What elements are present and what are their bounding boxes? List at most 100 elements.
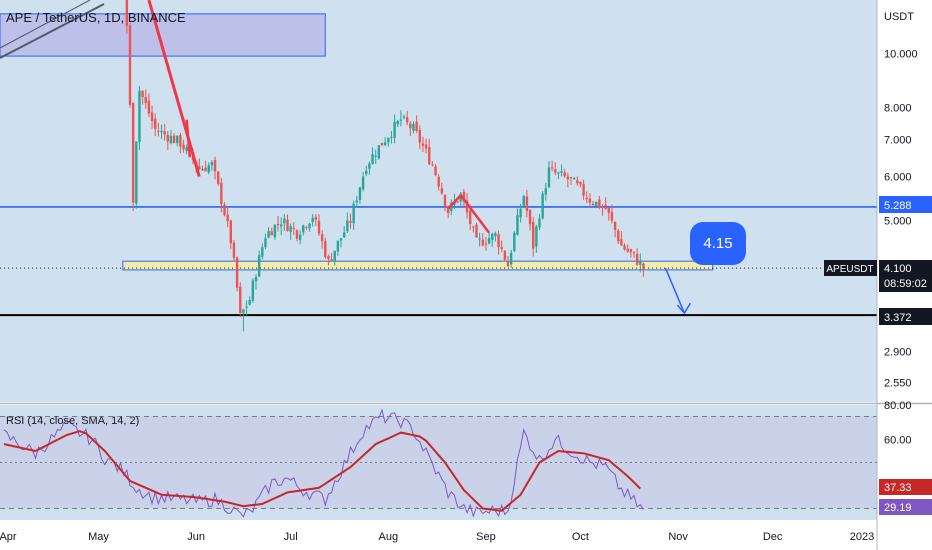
candle-body <box>443 194 447 207</box>
candle-body <box>626 248 629 252</box>
candle-body <box>519 208 522 218</box>
candle <box>201 165 204 171</box>
candle-body <box>226 214 229 222</box>
candle-body <box>399 119 403 121</box>
trend-leg[interactable] <box>459 194 491 234</box>
candle-body <box>147 100 151 114</box>
top-trend-line[interactable] <box>0 3 105 59</box>
candle <box>585 191 588 204</box>
candle-body <box>292 227 295 230</box>
downtrend-line[interactable] <box>147 0 201 177</box>
candle <box>494 231 497 242</box>
candle-body <box>503 250 507 260</box>
candle-body <box>125 0 129 26</box>
candle <box>437 174 440 191</box>
symbol-tag-label: APEUSDT <box>826 264 873 275</box>
candle <box>541 191 544 220</box>
price-axis-currency: USDT <box>884 11 914 23</box>
candle <box>560 164 563 177</box>
candle <box>383 137 387 147</box>
candle-body <box>330 259 333 261</box>
candle-body <box>160 130 163 133</box>
down-arrow-head[interactable] <box>676 302 692 315</box>
candle <box>289 223 292 240</box>
candle-body <box>569 177 573 179</box>
candle <box>516 208 519 236</box>
candle <box>525 189 529 218</box>
candle <box>131 102 135 211</box>
candle-body <box>204 167 207 172</box>
trend-leg[interactable] <box>185 119 192 158</box>
resistance-tag: 5.288 <box>879 196 932 213</box>
candle-body <box>428 147 431 165</box>
candle-body <box>128 25 132 105</box>
target-bubble[interactable]: 4.15 <box>690 222 746 265</box>
candle <box>610 204 614 224</box>
candle-body <box>264 238 267 248</box>
candle-body <box>380 142 384 146</box>
candle <box>582 179 585 200</box>
candle <box>487 232 491 245</box>
candle <box>465 192 469 219</box>
candle <box>333 250 336 266</box>
candle <box>443 194 447 212</box>
candle-body <box>610 212 614 221</box>
rsi-sma-line <box>3 430 642 512</box>
candle <box>144 89 147 109</box>
down-arrow-shaft[interactable] <box>664 267 686 314</box>
candle <box>223 202 226 217</box>
time-tick-label: Jun <box>187 531 205 543</box>
header-separator: , <box>97 10 104 25</box>
candle-body <box>317 220 321 234</box>
candle-body <box>595 201 598 207</box>
candle <box>245 300 248 316</box>
price-tick-label: 2.550 <box>884 377 912 389</box>
candle <box>459 192 462 209</box>
candle-body <box>343 232 346 238</box>
candle-body <box>166 134 169 142</box>
candle <box>591 200 595 207</box>
candle <box>544 182 547 201</box>
candle <box>150 105 154 129</box>
candle-body <box>421 143 425 146</box>
candle-body <box>198 165 201 170</box>
horizontal-lines[interactable] <box>0 206 877 317</box>
candle-body <box>229 220 232 244</box>
candle-body <box>169 135 173 144</box>
candle-body <box>409 123 412 129</box>
candle <box>513 231 516 253</box>
candle <box>267 227 270 239</box>
candle-body <box>289 226 292 232</box>
candle <box>292 222 295 236</box>
candle-body <box>557 172 560 174</box>
candle-body <box>541 193 544 219</box>
candle <box>598 195 601 210</box>
candle-body <box>396 120 399 125</box>
candle-body <box>172 135 176 144</box>
symbol-tag: APEUSDT <box>824 260 877 276</box>
candle-body <box>475 224 478 238</box>
trend-leg[interactable] <box>447 194 462 210</box>
candle <box>563 168 566 178</box>
candle-body <box>440 188 444 194</box>
candle-body <box>267 231 270 238</box>
drawing-lines[interactable] <box>0 0 692 315</box>
candle <box>166 131 169 150</box>
candle-body <box>383 142 387 146</box>
candle-body <box>280 224 283 227</box>
candle-body <box>302 225 305 233</box>
candle-body <box>576 180 579 184</box>
candle-body <box>185 147 188 151</box>
candle <box>484 236 488 251</box>
top-trend-line[interactable] <box>0 0 91 49</box>
candle <box>295 229 299 242</box>
candle-body <box>465 200 469 213</box>
candle-body <box>491 233 494 240</box>
candle <box>207 162 210 175</box>
support-zone[interactable] <box>122 260 714 271</box>
candle-body <box>588 198 592 203</box>
candle <box>229 219 232 250</box>
candle <box>358 186 362 204</box>
candle <box>406 110 409 126</box>
